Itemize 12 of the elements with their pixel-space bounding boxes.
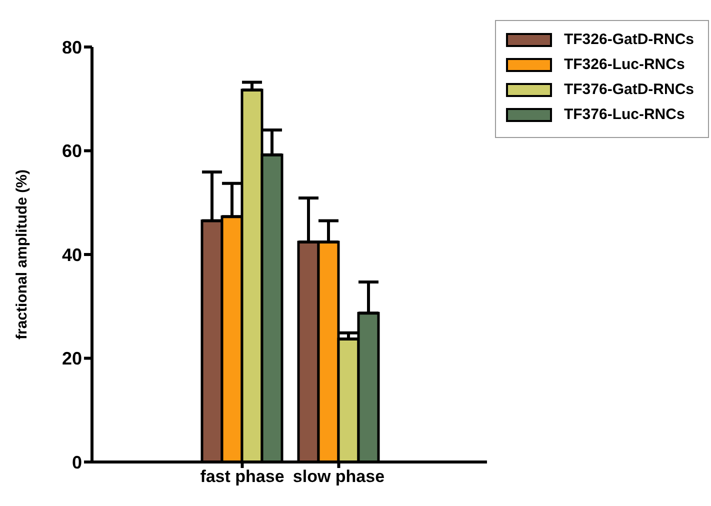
x-tick-label: fast phase xyxy=(200,467,284,486)
y-tick-label: 0 xyxy=(72,452,82,472)
legend-label: TF326-GatD-RNCs xyxy=(564,31,694,48)
x-tick-label: slow phase xyxy=(292,467,385,486)
y-tick-label: 60 xyxy=(62,141,82,162)
legend-label: TF376-GatD-RNCs xyxy=(564,81,694,98)
y-tick-label: 80 xyxy=(62,37,82,58)
y-tick-label: 20 xyxy=(62,348,82,369)
y-tick-label: 40 xyxy=(62,244,82,265)
legend-label: TF376-Luc-RNCs xyxy=(564,106,685,123)
y-axis-title: fractional amplitude (%) xyxy=(13,169,30,340)
legend-label: TF326-Luc-RNCs xyxy=(564,56,685,73)
